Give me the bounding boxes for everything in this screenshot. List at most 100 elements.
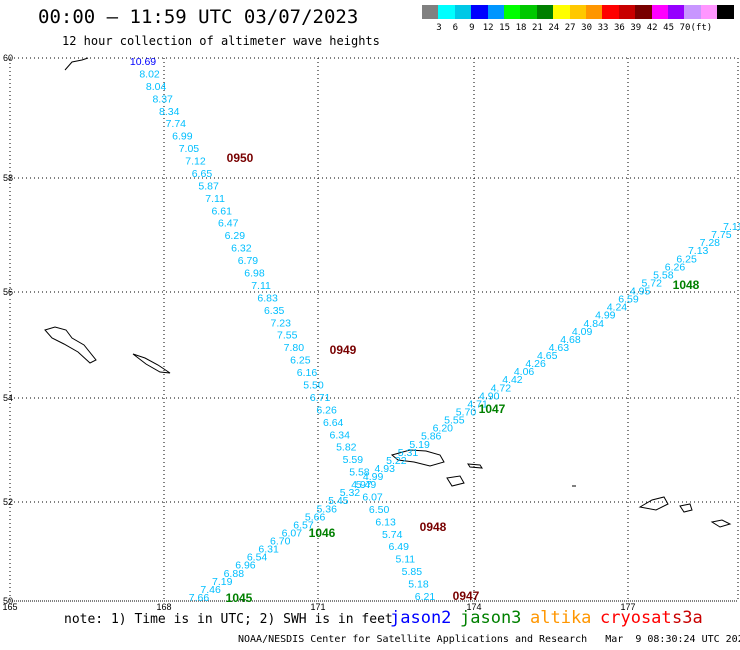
legend-swatch	[700, 5, 718, 19]
coastline	[132, 353, 171, 374]
swh-value-descending: 8.04	[146, 81, 167, 93]
swh-value-descending: 6.07	[362, 491, 383, 503]
swh-value-ascending: 5.32	[340, 487, 361, 499]
swh-value-ascending: 6.70	[270, 536, 291, 548]
swh-value-ascending: 4.99	[363, 471, 384, 483]
swh-value-descending: 6.26	[316, 404, 337, 416]
swh-value-ascending: 4.84	[583, 318, 604, 330]
swh-value-ascending: 7.19	[212, 576, 233, 588]
legend-swatch	[487, 5, 505, 19]
swh-value-descending: 7.23	[271, 317, 292, 329]
coastline	[467, 463, 483, 469]
swh-value-descending: 5.87	[198, 180, 219, 192]
latitude-label: 50	[3, 596, 13, 606]
swh-value-descending: 6.71	[310, 392, 331, 404]
swh-value-descending: 7.11	[205, 193, 225, 205]
legend-label: 70	[679, 23, 691, 33]
coastline	[710, 519, 732, 528]
legend-label: 6	[452, 23, 459, 33]
coastline	[44, 326, 97, 364]
swh-value-descending: 5.74	[382, 529, 403, 541]
pass-time-label: 0950	[227, 151, 254, 165]
legend-swatch	[569, 5, 587, 19]
swh-value-ascending: 6.57	[293, 519, 314, 531]
swh-value-ascending: 4.97	[351, 479, 372, 491]
swh-value-ascending: 4.63	[549, 342, 570, 354]
swh-value-descending: 6.16	[297, 367, 318, 379]
coastline	[679, 503, 693, 513]
longitude-label: 168	[156, 602, 171, 612]
swh-value-descending: 10.69	[130, 56, 156, 68]
swh-value-ascending: 4.26	[525, 358, 546, 370]
coastline	[638, 496, 669, 511]
latitude-label: 52	[3, 497, 13, 507]
swh-value-descending: 5.82	[336, 442, 357, 454]
legend-label: 36	[613, 23, 625, 33]
legend-label: 45	[663, 23, 675, 33]
legend-swatch	[471, 5, 489, 19]
swh-value-descending: 6.29	[225, 230, 246, 242]
swh-value-ascending: 4.42	[502, 374, 523, 386]
pass-time-label: 1047	[479, 402, 506, 416]
swh-value-ascending: 7.66	[189, 592, 210, 604]
swh-value-descending: 6.25	[290, 355, 311, 367]
swh-value-descending: 6.65	[192, 168, 213, 180]
swh-value-ascending: 4.65	[537, 350, 558, 362]
map-subtitle: 12 hour collection of altimeter wave hei…	[62, 34, 380, 48]
swh-value-descending: 7.80	[284, 342, 305, 354]
pass-time-label: 1045	[226, 591, 253, 605]
swh-value-descending: 7.55	[277, 330, 298, 342]
swh-value-ascending: 6.26	[665, 261, 686, 273]
swh-value-ascending: 6.31	[258, 544, 279, 556]
swh-value-ascending: 5.55	[444, 415, 465, 427]
longitude-label: 165	[2, 602, 17, 612]
pass-time-label: 0948	[420, 520, 447, 534]
swh-value-descending: 7.11	[251, 280, 271, 292]
swh-value-ascending: 6.88	[224, 568, 245, 580]
swh-value-descending: 5.59	[343, 454, 364, 466]
swh-value-ascending: 7.75	[711, 229, 732, 241]
swh-value-descending: 5.49	[356, 479, 377, 491]
swh-value-ascending: 5.19	[409, 439, 430, 451]
swh-value-descending: 7.74	[166, 118, 187, 130]
swh-value-descending: 6.35	[264, 305, 285, 317]
swh-value-ascending: 5.31	[398, 447, 419, 459]
swh-value-ascending: 4.95	[630, 286, 651, 298]
latitude-label: 54	[3, 393, 13, 403]
legend-label: 42	[646, 23, 658, 33]
swh-value-ascending: 4.93	[375, 463, 396, 475]
swh-value-ascending: 6.07	[282, 527, 303, 539]
legend-label: 12	[482, 23, 494, 33]
swh-value-descending: 5.85	[402, 566, 423, 578]
swh-value-descending: 6.49	[389, 541, 410, 553]
legend-label: 39	[630, 23, 642, 33]
satellite-name: altika	[530, 608, 592, 628]
legend-swatch	[684, 5, 702, 19]
legend-swatch	[553, 5, 571, 19]
satellite-name: cryosat	[600, 608, 672, 628]
swh-value-ascending: 6.54	[247, 552, 268, 564]
latitude-label: 60	[3, 53, 13, 63]
swh-value-descending: 6.21	[415, 591, 436, 603]
legend-swatch	[602, 5, 620, 19]
swh-value-descending: 6.64	[323, 417, 344, 429]
legend-swatch	[668, 5, 685, 19]
swh-value-descending: 6.32	[231, 243, 252, 255]
legend-label: 27	[564, 23, 576, 33]
latitude-label: 56	[3, 287, 13, 297]
swh-value-descending: 5.18	[408, 579, 429, 591]
credit-line: NOAA/NESDIS Center for Satellite Applica…	[238, 634, 740, 645]
swh-value-descending: 5.50	[303, 379, 324, 391]
swh-value-ascending: 4.09	[572, 326, 593, 338]
swh-value-ascending: 4.24	[607, 302, 628, 314]
legend-swatch	[520, 5, 538, 19]
swh-value-descending: 6.83	[257, 292, 278, 304]
legend-swatch	[618, 5, 636, 19]
legend-swatch	[651, 5, 669, 19]
swh-value-descending: 6.99	[172, 131, 193, 143]
legend-swatch	[586, 5, 603, 19]
legend-label: 30	[581, 23, 593, 33]
satellite-name: jason2	[390, 608, 452, 628]
legend-label: (ft)	[690, 23, 713, 33]
legend-label: 24	[548, 23, 560, 33]
